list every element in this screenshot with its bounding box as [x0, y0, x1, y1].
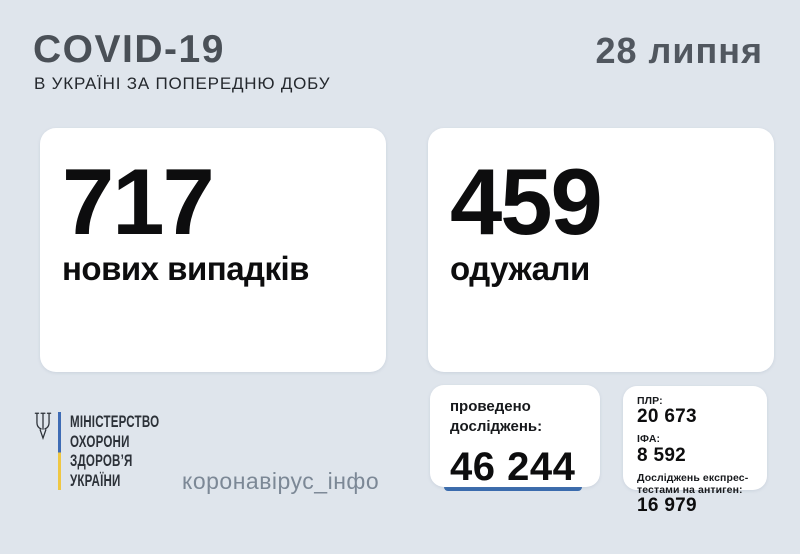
report-date: 28 липня [595, 30, 763, 71]
tests-total-card: проведено досліджень: 46 244 [430, 385, 600, 489]
ministry-logo: МІНІСТЕРСТВО ОХОРОНИ ЗДОРОВ’Я УКРАЇНИ [33, 412, 201, 490]
new-cases-value: 717 [62, 149, 215, 254]
antigen-label: Досліджень експрес-тестами на антиген: [637, 471, 749, 496]
pcr-value: 20 673 [637, 406, 697, 428]
pcr-label: ПЛР: [637, 395, 663, 407]
elisa-label: ІФА: [637, 433, 661, 446]
channel-watermark: коронавірус_інфо [182, 468, 380, 494]
antigen-value: 16 979 [637, 495, 697, 517]
tests-total-value: 46 244 [450, 444, 576, 489]
accent-bar [444, 483, 582, 491]
tests-breakdown-card: ПЛР: 20 673 ІФА: 8 592 Досліджень експре… [623, 386, 767, 516]
page-subtitle: В УКРАЇНІ ЗА ПОПЕРЕДНЮ ДОБУ [34, 74, 331, 93]
recovered-card: 459 одужали [428, 128, 774, 372]
recovered-label: одужали [450, 250, 590, 288]
recovered-value: 459 [450, 149, 603, 254]
ministry-line: УКРАЇНИ [70, 470, 121, 490]
flag-bar [58, 412, 61, 490]
ministry-line: МІНІСТЕРСТВО [70, 412, 160, 431]
page-title: COVID-19 [33, 28, 225, 71]
new-cases-card: 717 нових випадків [40, 128, 386, 372]
ministry-name: МІНІСТЕРСТВО ОХОРОНИ ЗДОРОВ’Я УКРАЇНИ [70, 412, 159, 490]
ministry-line: ЗДОРОВ’Я [70, 451, 133, 470]
elisa-value: 8 592 [637, 444, 687, 466]
trident-icon [34, 412, 52, 440]
tests-total-label: проведено досліджень: [450, 398, 543, 436]
ministry-line: ОХОРОНИ [70, 431, 130, 451]
new-cases-label: нових випадків [62, 250, 309, 288]
